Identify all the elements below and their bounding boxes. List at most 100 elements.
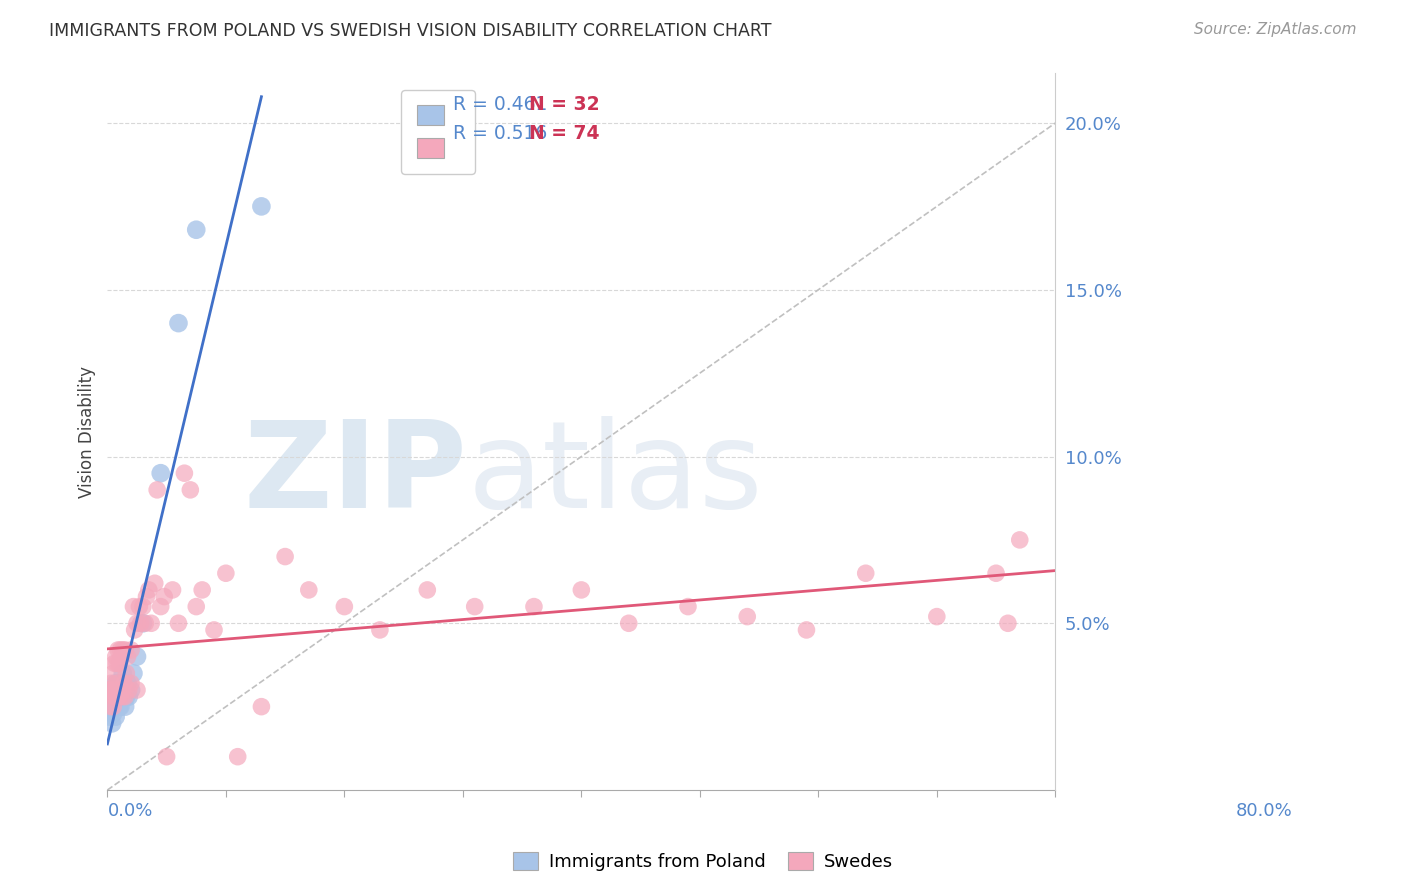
Point <box>108 657 131 671</box>
Point <box>796 623 818 637</box>
Point <box>146 483 169 497</box>
Point <box>134 616 156 631</box>
Legend: , : , <box>402 90 475 174</box>
Point <box>135 590 157 604</box>
Point <box>186 599 208 614</box>
Point <box>117 676 139 690</box>
Point <box>128 599 150 614</box>
Point <box>416 582 439 597</box>
Point <box>107 690 129 704</box>
Point <box>855 566 877 581</box>
Point <box>100 676 122 690</box>
Text: ZIP: ZIP <box>243 416 468 533</box>
Point <box>110 690 132 704</box>
Point <box>120 683 142 698</box>
Point <box>107 643 129 657</box>
Point <box>110 643 132 657</box>
Point <box>143 576 166 591</box>
Point <box>215 566 238 581</box>
Point <box>153 590 176 604</box>
Text: IMMIGRANTS FROM POLAND VS SWEDISH VISION DISABILITY CORRELATION CHART: IMMIGRANTS FROM POLAND VS SWEDISH VISION… <box>49 22 772 40</box>
Point <box>735 609 758 624</box>
Point <box>676 599 699 614</box>
Point <box>110 683 132 698</box>
Point <box>124 623 146 637</box>
Point <box>274 549 297 564</box>
Point <box>333 599 356 614</box>
Text: R = 0.516: R = 0.516 <box>453 124 547 143</box>
Point <box>105 683 128 698</box>
Text: N = 74: N = 74 <box>529 124 600 143</box>
Point <box>523 599 546 614</box>
Point <box>117 649 139 664</box>
Point <box>925 609 948 624</box>
Point <box>122 599 145 614</box>
Point <box>107 676 129 690</box>
Point <box>141 616 163 631</box>
Text: atlas: atlas <box>468 416 763 533</box>
Point <box>250 199 273 213</box>
Point <box>103 683 125 698</box>
Point <box>103 699 125 714</box>
Point <box>984 566 1007 581</box>
Point <box>105 657 128 671</box>
Point <box>156 749 179 764</box>
Point <box>162 582 184 597</box>
Point <box>173 466 195 480</box>
Point <box>167 616 190 631</box>
Point <box>103 657 125 671</box>
Point <box>105 676 128 690</box>
Point <box>129 616 152 631</box>
Point <box>167 316 190 330</box>
Point <box>103 699 125 714</box>
Point <box>110 699 132 714</box>
Text: 0.0%: 0.0% <box>107 802 153 820</box>
Point <box>138 582 160 597</box>
Point <box>114 699 136 714</box>
Point <box>617 616 640 631</box>
Point <box>149 599 172 614</box>
Point <box>149 466 172 480</box>
Y-axis label: Vision Disability: Vision Disability <box>79 366 96 498</box>
Point <box>110 690 132 704</box>
Point <box>111 666 134 681</box>
Point <box>125 649 148 664</box>
Point <box>1008 533 1031 547</box>
Point <box>115 690 138 704</box>
Point <box>104 676 127 690</box>
Point <box>108 699 131 714</box>
Point <box>122 666 145 681</box>
Point <box>132 616 155 631</box>
Point <box>101 690 124 704</box>
Text: N = 32: N = 32 <box>529 95 600 114</box>
Point <box>118 690 141 704</box>
Point <box>98 683 121 698</box>
Point <box>125 683 148 698</box>
Point <box>97 683 120 698</box>
Text: R = 0.461: R = 0.461 <box>453 95 548 114</box>
Point <box>997 616 1019 631</box>
Point <box>105 699 128 714</box>
Point <box>118 683 141 698</box>
Point <box>569 582 592 597</box>
Point <box>112 690 135 704</box>
Point <box>115 666 138 681</box>
Point <box>120 676 142 690</box>
Point <box>107 690 129 704</box>
Point <box>100 699 122 714</box>
Legend: Immigrants from Poland, Swedes: Immigrants from Poland, Swedes <box>506 846 900 879</box>
Point <box>103 690 125 704</box>
Point <box>186 223 208 237</box>
Point <box>112 676 135 690</box>
Point <box>98 709 121 723</box>
Point <box>100 699 122 714</box>
Point <box>108 683 131 698</box>
Point <box>103 690 125 704</box>
Point <box>132 599 155 614</box>
Point <box>464 599 486 614</box>
Text: 80.0%: 80.0% <box>1236 802 1292 820</box>
Point <box>104 683 127 698</box>
Point <box>202 623 225 637</box>
Point <box>179 483 201 497</box>
Point <box>104 709 127 723</box>
